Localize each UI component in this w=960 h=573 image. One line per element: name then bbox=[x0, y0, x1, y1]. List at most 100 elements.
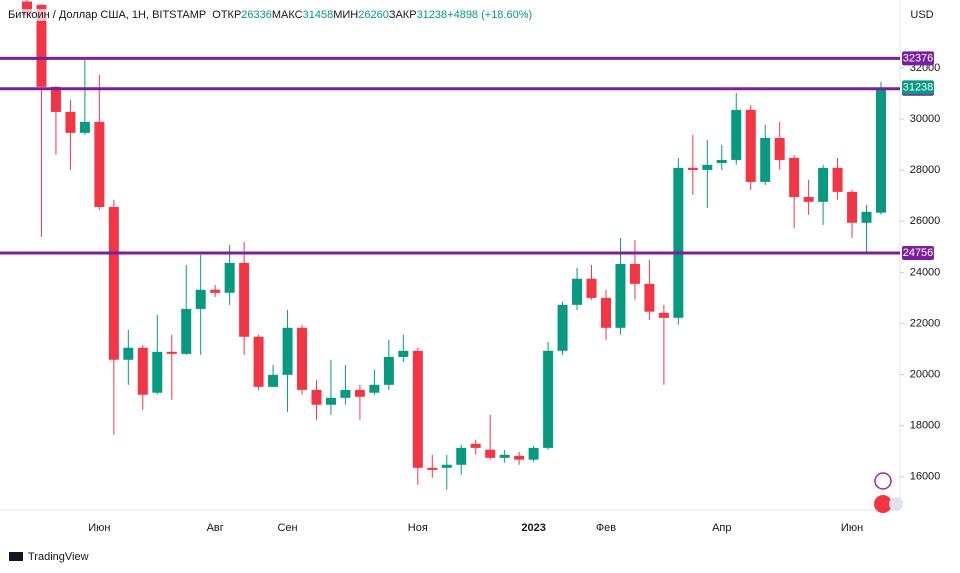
candle-body bbox=[282, 327, 293, 375]
candle-body bbox=[789, 157, 800, 197]
candle-body bbox=[876, 87, 886, 213]
candle-body bbox=[716, 159, 727, 164]
icon bbox=[874, 472, 892, 490]
icon bbox=[889, 497, 903, 511]
symbol-title: Биткоин / Доллар США, 1Н, BITSTAMP bbox=[8, 9, 207, 21]
candle-body bbox=[195, 289, 206, 309]
candle-body bbox=[600, 297, 611, 328]
candle-body bbox=[325, 397, 336, 405]
candle-body bbox=[354, 389, 365, 397]
currency-label: USD bbox=[910, 9, 933, 21]
hline-label: 32376 bbox=[903, 52, 934, 64]
candle-body bbox=[818, 167, 829, 202]
candle-body bbox=[485, 449, 496, 458]
candle-body bbox=[398, 350, 409, 357]
candle-body bbox=[745, 109, 756, 182]
candle-body bbox=[427, 467, 438, 470]
candle-body bbox=[36, 4, 47, 87]
hline-label-box bbox=[902, 246, 934, 261]
icon bbox=[874, 495, 892, 513]
candle-body bbox=[456, 447, 467, 465]
ohlc-value: 26336 bbox=[241, 9, 272, 21]
y-tick-label: 30000 bbox=[910, 113, 941, 125]
candle-body bbox=[383, 356, 394, 385]
candle-body bbox=[644, 283, 655, 312]
candle-body bbox=[239, 262, 250, 337]
candle-body bbox=[137, 347, 148, 395]
ohlc-label: ЗАКР bbox=[388, 9, 417, 21]
candle-body bbox=[499, 454, 510, 458]
candle-body bbox=[108, 206, 119, 360]
candle-body bbox=[340, 389, 351, 398]
candle-body bbox=[687, 167, 698, 170]
candle-body bbox=[572, 278, 583, 305]
watermark: TradingView bbox=[28, 551, 89, 563]
candle-body bbox=[79, 121, 90, 133]
candle-body bbox=[412, 350, 423, 468]
y-tick-label: 20000 bbox=[910, 368, 941, 380]
candle-body bbox=[181, 308, 192, 354]
x-tick-label: Авг bbox=[207, 522, 224, 534]
candle-body bbox=[166, 351, 177, 354]
ohlc-value: 31458 bbox=[302, 9, 334, 21]
candle-body bbox=[702, 164, 713, 170]
x-tick-label: Июн bbox=[841, 522, 863, 534]
y-tick-label: 24000 bbox=[910, 266, 941, 278]
y-tick-label: 18000 bbox=[910, 420, 941, 432]
candle-body bbox=[22, 1, 32, 16]
hline-label-box bbox=[902, 51, 934, 66]
last-price-label-box bbox=[902, 80, 934, 95]
candle-body bbox=[528, 447, 539, 460]
ohlc-value: 31238 bbox=[416, 9, 448, 21]
candle-body bbox=[369, 384, 380, 393]
candle-body bbox=[658, 312, 669, 318]
candle-body bbox=[50, 86, 61, 112]
candle-body bbox=[615, 263, 626, 328]
header: Биткоин / Доллар США, 1Н, BITSTAMP ОТКР 2… bbox=[8, 9, 533, 21]
last-price-label: 31238 bbox=[903, 81, 934, 93]
ohlc-label: МАКС bbox=[271, 9, 303, 21]
logo bbox=[9, 552, 23, 561]
hline-label: 24756 bbox=[903, 247, 934, 259]
candle-body bbox=[210, 289, 221, 293]
y-tick-label: 26000 bbox=[910, 215, 941, 227]
y-tick-label: 22000 bbox=[910, 317, 941, 329]
candle-body bbox=[253, 336, 264, 387]
candle-body bbox=[65, 111, 76, 133]
y-tick-label: 28000 bbox=[910, 164, 941, 176]
candle-body bbox=[586, 278, 597, 298]
candle-body bbox=[224, 262, 235, 293]
candle-body bbox=[760, 137, 771, 182]
candle-body bbox=[543, 350, 554, 448]
candle-body bbox=[731, 109, 742, 160]
ohlc-value: 26260 bbox=[358, 9, 389, 21]
candle-body bbox=[470, 443, 481, 448]
candle-body bbox=[514, 455, 525, 460]
candle-body bbox=[861, 211, 872, 223]
candle-body bbox=[557, 304, 568, 351]
candle-body bbox=[311, 389, 322, 405]
candle-body bbox=[774, 137, 785, 160]
x-tick-label: 2023 bbox=[521, 522, 545, 534]
candle-body bbox=[629, 263, 640, 284]
y-tick-label: 16000 bbox=[910, 471, 941, 483]
x-tick-label: Июн bbox=[88, 522, 110, 534]
ohlc-label: ОТКР bbox=[212, 9, 242, 21]
x-tick-label: Сен bbox=[277, 522, 297, 534]
candle-body bbox=[847, 191, 858, 223]
x-tick-label: Апр bbox=[712, 522, 731, 534]
x-tick-label: Ноя bbox=[408, 522, 428, 534]
candle-body bbox=[673, 167, 684, 318]
change: +4898 (+18.60%) bbox=[447, 9, 533, 21]
ohlc-label: МИН bbox=[333, 9, 359, 21]
candle-body bbox=[297, 327, 308, 390]
candle-body bbox=[803, 196, 814, 202]
x-tick-label: Фев bbox=[596, 522, 616, 534]
candle-body bbox=[441, 464, 452, 468]
candle-body bbox=[94, 121, 105, 207]
candle-body bbox=[123, 347, 134, 360]
candle-body bbox=[152, 351, 163, 393]
candle-body bbox=[832, 167, 843, 192]
